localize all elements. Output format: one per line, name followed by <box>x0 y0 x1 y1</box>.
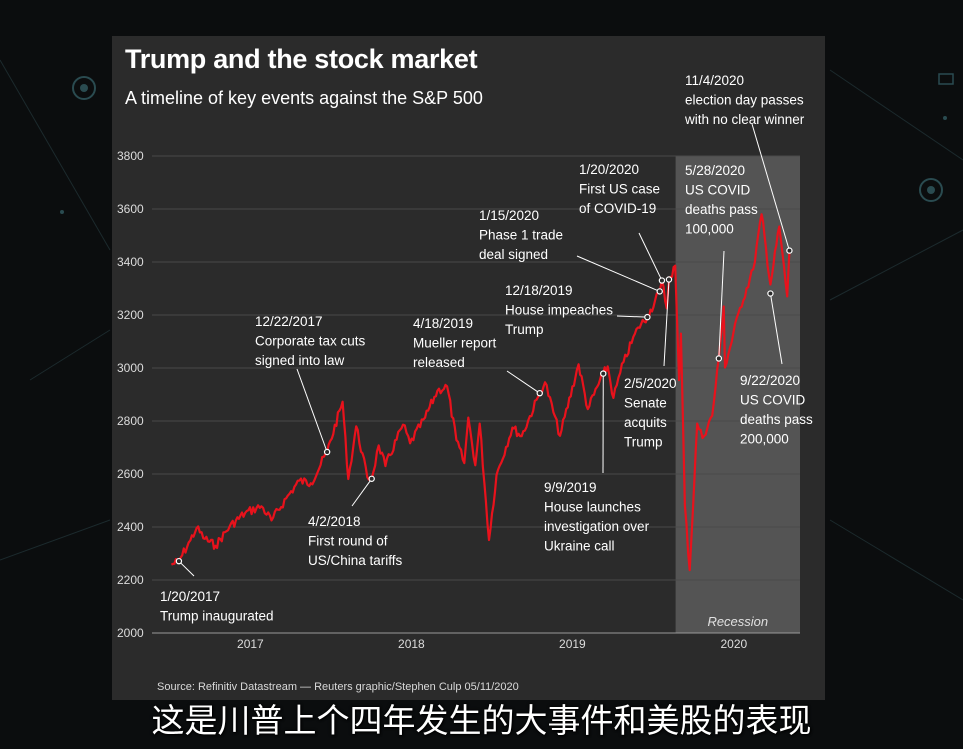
y-tick-label: 2800 <box>117 414 144 428</box>
annotation-text-line: US COVID <box>685 183 751 198</box>
x-tick-label: 2019 <box>559 637 586 651</box>
annotation-leader-line <box>178 560 195 577</box>
annotation-text: 1/20/2020 First US case of COVID-19 <box>579 162 660 216</box>
annotation-text-line: Mueller report <box>413 336 497 351</box>
annotation-text: 9/22/2020 US COVID deaths pass 200,000 <box>740 373 813 447</box>
annotation-marker <box>536 389 543 397</box>
x-tick-label: 2020 <box>720 637 747 651</box>
annotation-text-line: Ukraine call <box>544 539 615 554</box>
annotation-text: 4/18/2019 Mueller report released <box>413 316 497 370</box>
annotation-text-line: acquits <box>624 415 667 430</box>
annotation-text-line: Trump <box>505 322 544 337</box>
annotation-text-line: 12/22/2017 <box>255 314 323 329</box>
annotation-text: 12/18/2019 House impeaches Trump <box>505 283 613 337</box>
annotation-marker <box>323 448 331 456</box>
annotation-leader-line <box>638 232 663 281</box>
annotation-leader-line <box>506 370 541 394</box>
x-tick-label: 2017 <box>237 637 264 651</box>
y-tick-label: 3600 <box>117 202 144 216</box>
annotation-text-line: 9/9/2019 <box>544 480 597 495</box>
annotation-text-line: Senate <box>624 396 667 411</box>
recession-label: Recession <box>707 614 768 629</box>
annotation-text-line: of COVID-19 <box>579 201 656 216</box>
y-tick-label: 3800 <box>117 149 144 163</box>
y-tick-label: 3400 <box>117 255 144 269</box>
annotation-text-line: First US case <box>579 182 660 197</box>
annotation-leader-line <box>663 279 670 367</box>
annotation-marker <box>665 276 673 283</box>
annotation-leader-line <box>751 123 790 251</box>
annotation-text-line: 5/28/2020 <box>685 163 745 178</box>
annotation-text-line: First round of <box>308 534 388 549</box>
annotation-marker <box>658 277 666 284</box>
annotation-text-line: released <box>413 355 465 370</box>
video-subtitle-caption: 这是川普上个四年发生的大事件和美股的表现 <box>151 701 812 740</box>
annotation-text-line: US COVID <box>740 393 806 408</box>
sp500-series-line <box>170 213 791 572</box>
annotation-text: 4/2/2018 First round of US/China tariffs <box>308 514 403 568</box>
annotation-text-line: Trump <box>624 435 663 450</box>
x-tick-label: 2018 <box>398 637 425 651</box>
y-tick-label: 2000 <box>117 626 144 640</box>
annotation-text: 11/4/2020 election day passes with no clea… <box>684 73 805 127</box>
annotation-text: 2/5/2020 Senate acquits Trump <box>624 376 677 450</box>
annotation-text-line: with no clear winner <box>684 112 805 127</box>
annotation-text-line: election day passes <box>685 93 804 108</box>
annotation-marker <box>368 475 375 482</box>
annotation-text-line: 4/2/2018 <box>308 514 361 529</box>
y-tick-label: 2600 <box>117 467 144 481</box>
annotation-text-line: 100,000 <box>685 222 734 237</box>
annotation-text-line: Trump inaugurated <box>160 609 274 624</box>
annotation-text: 12/22/2017 Corporate tax cuts signed into … <box>255 314 366 368</box>
annotation-text-line: 1/15/2020 <box>479 208 539 223</box>
annotation-text: 9/9/2019 House launches investigation over… <box>544 480 650 554</box>
annotation-text-line: 2/5/2020 <box>624 376 677 391</box>
chart-title: Trump and the stock market <box>125 44 478 74</box>
annotation-leader-line <box>576 255 660 292</box>
annotation-text-line: signed into law <box>255 353 345 368</box>
annotation-text-line: 200,000 <box>740 432 789 447</box>
annotation-text-line: investigation over <box>544 519 650 534</box>
annotation-text-line: 9/22/2020 <box>740 373 800 388</box>
annotation-leader-line <box>769 293 783 365</box>
annotation-marker <box>175 557 183 565</box>
annotation-text-line: deaths pass <box>740 412 813 427</box>
annotation-text-line: 1/20/2017 <box>160 589 220 604</box>
y-tick-label: 2200 <box>117 573 144 587</box>
y-tick-label: 2400 <box>117 520 144 534</box>
y-tick-label: 3000 <box>117 361 144 375</box>
annotation-text: 1/15/2020 Phase 1 trade deal signed <box>479 208 563 262</box>
annotation-marker <box>715 355 723 362</box>
annotation-leader-line <box>616 315 648 318</box>
annotation-marker <box>786 247 793 254</box>
annotation-text-line: deal signed <box>479 247 548 262</box>
annotation-text-line: 4/18/2019 <box>413 316 473 331</box>
annotation-text-line: deaths pass <box>685 202 758 217</box>
annotation-text-line: Phase 1 trade <box>479 228 563 243</box>
annotation-text-line: Corporate tax cuts <box>255 334 366 349</box>
annotation-marker <box>644 313 651 321</box>
chart-source: Source: Refinitiv Datastream — Reuters g… <box>157 681 519 693</box>
annotation-text-line: 11/4/2020 <box>685 73 744 88</box>
annotation-text-line: US/China tariffs <box>308 553 403 568</box>
annotation-marker <box>767 290 774 297</box>
chart: Recession 2000 2200 2400 2600 2800 3000 3200 340… <box>117 73 813 651</box>
annotation-marker <box>656 288 663 295</box>
annotation-text-line: House launches <box>544 500 641 515</box>
annotation-leader-line <box>718 250 725 359</box>
annotation-text: 1/20/2017 Trump inaugurated <box>160 589 274 624</box>
annotation-leader-line <box>296 368 328 453</box>
annotation-text: 5/28/2020 US COVID deaths pass 100,000 <box>685 163 758 237</box>
annotation-text-line: 1/20/2020 <box>579 162 639 177</box>
annotation-text-line: House impeaches <box>505 303 613 318</box>
annotation-leader-line <box>351 478 373 507</box>
y-tick-label: 3200 <box>117 308 144 322</box>
chart-subtitle: A timeline of key events against the S&P… <box>125 88 483 108</box>
annotation-text-line: 12/18/2019 <box>505 283 573 298</box>
annotation-marker <box>600 370 607 377</box>
